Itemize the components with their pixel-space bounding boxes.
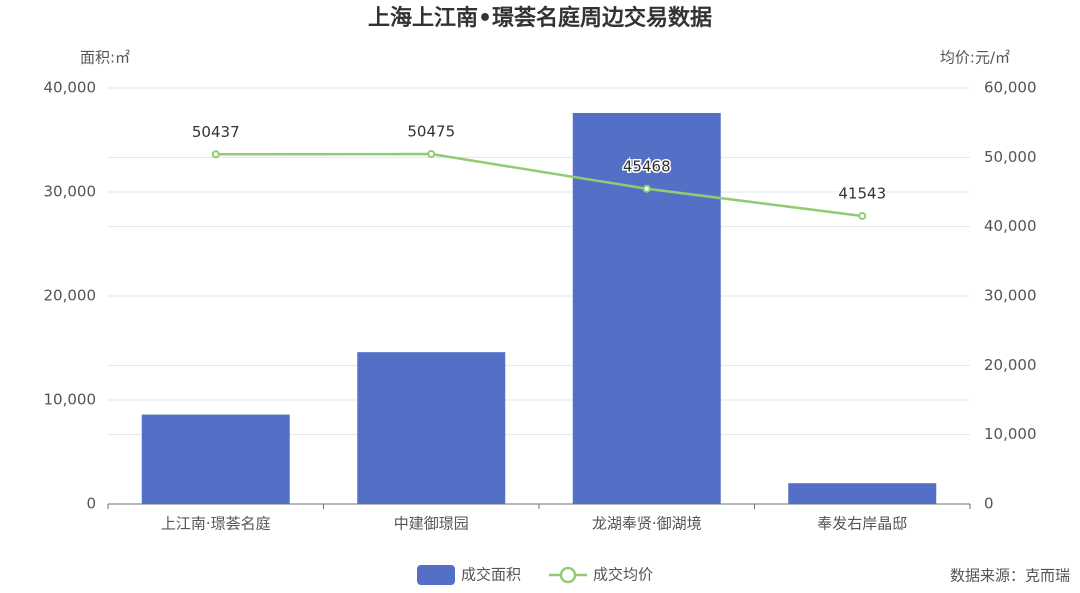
- y-axis-label: 面积:㎡: [80, 49, 130, 67]
- chart-title: 上海上江南•璟荟名庭周边交易数据: [368, 5, 712, 31]
- x-tick-label: 奉发右岸晶邸: [817, 515, 907, 533]
- bar: [788, 483, 937, 504]
- data-label: 41543: [838, 184, 886, 202]
- source: 数据来源：克而瑞: [950, 567, 1070, 585]
- y-tick-label: 20,000: [44, 287, 97, 305]
- y-tick-label: 40,000: [44, 79, 97, 97]
- bar: [141, 414, 290, 504]
- y-tick-label: 10,000: [44, 391, 97, 409]
- bar: [357, 352, 506, 504]
- x-tick-label: 中建御璟园: [394, 515, 469, 533]
- y2-tick-label: 40,000: [984, 217, 1037, 235]
- y2-tick-label: 0: [984, 495, 994, 513]
- legend-label[interactable]: 成交面积: [461, 566, 521, 584]
- data-label: 50437: [192, 123, 240, 141]
- y2-tick-label: 30,000: [984, 287, 1037, 305]
- y2-tick-label: 20,000: [984, 356, 1037, 374]
- x-tick-label: 上江南·璟荟名庭: [161, 515, 271, 533]
- y2-tick-label: 50,000: [984, 148, 1037, 166]
- y-tick-label: 30,000: [44, 183, 97, 201]
- x-tick-label: 龙湖奉贤·御湖境: [592, 515, 702, 533]
- line-point: [427, 150, 436, 159]
- line-point: [642, 184, 651, 193]
- legend-label[interactable]: 成交均价: [593, 566, 653, 584]
- line: [215, 152, 863, 218]
- bar: [572, 112, 721, 505]
- y-tick-label: 0: [86, 495, 96, 513]
- legend-swatch[interactable]: [417, 565, 455, 585]
- y2-tick-label: 60,000: [984, 79, 1037, 97]
- data-label: 45468: [623, 157, 671, 175]
- legend-swatch[interactable]: [559, 566, 577, 584]
- y2-axis-label: 均价:元/㎡: [940, 49, 1010, 67]
- line-point: [211, 150, 220, 159]
- data-label: 50475: [407, 123, 455, 141]
- y2-tick-label: 10,000: [984, 425, 1037, 443]
- line-point: [858, 211, 867, 220]
